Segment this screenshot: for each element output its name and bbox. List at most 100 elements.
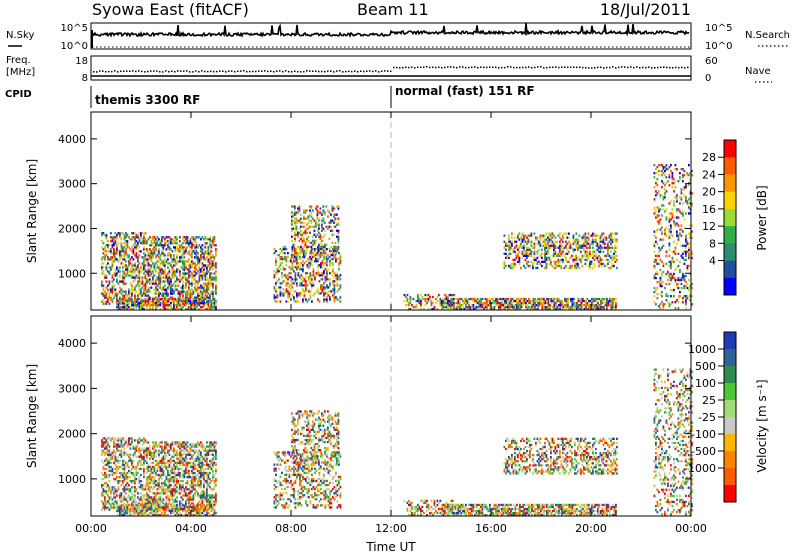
velocity-data-cell bbox=[143, 449, 145, 452]
power-data-cell bbox=[511, 266, 513, 270]
power-data-cell bbox=[168, 272, 171, 275]
velocity-data-cell bbox=[120, 441, 123, 444]
power-data-cell bbox=[602, 250, 605, 253]
power-data-cell bbox=[602, 232, 605, 235]
power-data-cell bbox=[302, 260, 304, 263]
power-data-cell bbox=[293, 245, 295, 249]
power-data-cell bbox=[198, 299, 201, 303]
power-data-cell bbox=[685, 200, 687, 203]
nave-dot bbox=[216, 70, 218, 73]
power-data-cell bbox=[451, 297, 454, 301]
power-data-cell bbox=[541, 308, 544, 311]
power-data-cell bbox=[204, 274, 207, 277]
power-data-cell bbox=[551, 244, 554, 247]
power-data-cell bbox=[598, 264, 600, 268]
power-data-cell bbox=[147, 238, 150, 241]
power-data-cell bbox=[503, 262, 506, 265]
power-data-cell bbox=[319, 253, 322, 257]
power-data-cell bbox=[562, 234, 564, 237]
velocity-data-cell bbox=[137, 449, 139, 452]
power-data-cell bbox=[147, 254, 150, 257]
power-data-cell bbox=[164, 258, 166, 261]
power-data-cell bbox=[334, 225, 337, 228]
velocity-data-cell bbox=[114, 463, 117, 466]
power-data-cell bbox=[155, 262, 157, 265]
power-data-cell bbox=[653, 242, 656, 245]
power-data-cell bbox=[215, 299, 217, 303]
power-data-cell bbox=[201, 248, 204, 251]
power-data-cell bbox=[478, 306, 481, 309]
velocity-data-cell bbox=[149, 502, 151, 505]
power-data-cell bbox=[682, 176, 684, 179]
power-data-cell bbox=[206, 270, 208, 273]
power-data-cell bbox=[524, 258, 527, 261]
power-data-cell bbox=[508, 240, 510, 243]
power-data-cell bbox=[309, 274, 312, 277]
power-data-cell bbox=[655, 272, 657, 276]
power-data-cell bbox=[415, 299, 418, 303]
velocity-data-cell bbox=[134, 449, 136, 452]
power-data-cell bbox=[188, 250, 190, 253]
power-data-cell bbox=[188, 280, 190, 283]
power-data-cell bbox=[420, 304, 422, 307]
power-data-cell bbox=[108, 258, 111, 261]
power-data-cell bbox=[134, 296, 136, 299]
power-data-cell bbox=[167, 294, 169, 297]
power-data-cell bbox=[493, 308, 496, 311]
nave-dot bbox=[453, 66, 455, 69]
power-data-cell bbox=[533, 252, 536, 255]
power-data-cell bbox=[111, 298, 114, 301]
nave-dot bbox=[171, 70, 173, 72]
power-data-cell bbox=[213, 276, 216, 279]
power-data-cell bbox=[508, 236, 510, 239]
power-data-cell bbox=[611, 262, 614, 265]
power-data-cell bbox=[273, 274, 276, 277]
power-data-cell bbox=[213, 308, 216, 311]
power-data-cell bbox=[688, 212, 690, 215]
power-data-cell bbox=[550, 260, 552, 263]
power-data-cell bbox=[188, 301, 190, 305]
power-data-cell bbox=[149, 306, 151, 309]
power-data-cell bbox=[326, 264, 328, 267]
power-data-cell bbox=[273, 248, 276, 251]
velocity-data-cell bbox=[119, 439, 121, 442]
power-data-cell bbox=[144, 232, 147, 235]
power-data-cell bbox=[210, 256, 213, 259]
power-data-cell bbox=[195, 288, 198, 291]
power-data-cell bbox=[530, 250, 533, 253]
power-data-cell bbox=[465, 306, 467, 309]
power-data-cell bbox=[322, 217, 325, 220]
power-data-cell bbox=[292, 213, 295, 216]
power-data-cell bbox=[508, 238, 510, 241]
velocity-data-cell bbox=[101, 508, 103, 511]
power-data-cell bbox=[170, 290, 172, 293]
power-data-cell bbox=[322, 235, 325, 238]
power-data-cell bbox=[339, 262, 342, 265]
power-data-cell bbox=[105, 238, 108, 241]
velocity-data-cell bbox=[119, 480, 121, 483]
power-data-cell bbox=[173, 272, 175, 275]
velocity-data-cell bbox=[123, 502, 126, 505]
power-data-cell bbox=[314, 248, 316, 251]
power-data-cell bbox=[287, 292, 289, 295]
power-data-cell bbox=[315, 239, 317, 242]
power-data-cell bbox=[173, 256, 175, 259]
power-data-cell bbox=[555, 308, 557, 311]
power-data-cell bbox=[538, 301, 541, 305]
power-data-cell bbox=[655, 276, 657, 280]
power-data-cell bbox=[285, 276, 288, 279]
power-data-cell bbox=[593, 264, 596, 268]
power-data-cell bbox=[512, 250, 515, 253]
power-data-cell bbox=[571, 246, 573, 249]
power-data-cell bbox=[192, 292, 195, 295]
power-data-cell bbox=[153, 280, 156, 283]
power-data-cell bbox=[682, 286, 684, 290]
power-data-cell bbox=[565, 246, 567, 249]
velocity-data-cell bbox=[101, 478, 103, 481]
power-data-cell bbox=[424, 297, 427, 301]
velocity-data-cell bbox=[114, 459, 117, 462]
power-data-cell bbox=[554, 264, 557, 268]
velocity-data-cell bbox=[101, 449, 103, 452]
power-data-cell bbox=[655, 190, 657, 193]
power-data-cell bbox=[339, 286, 342, 289]
